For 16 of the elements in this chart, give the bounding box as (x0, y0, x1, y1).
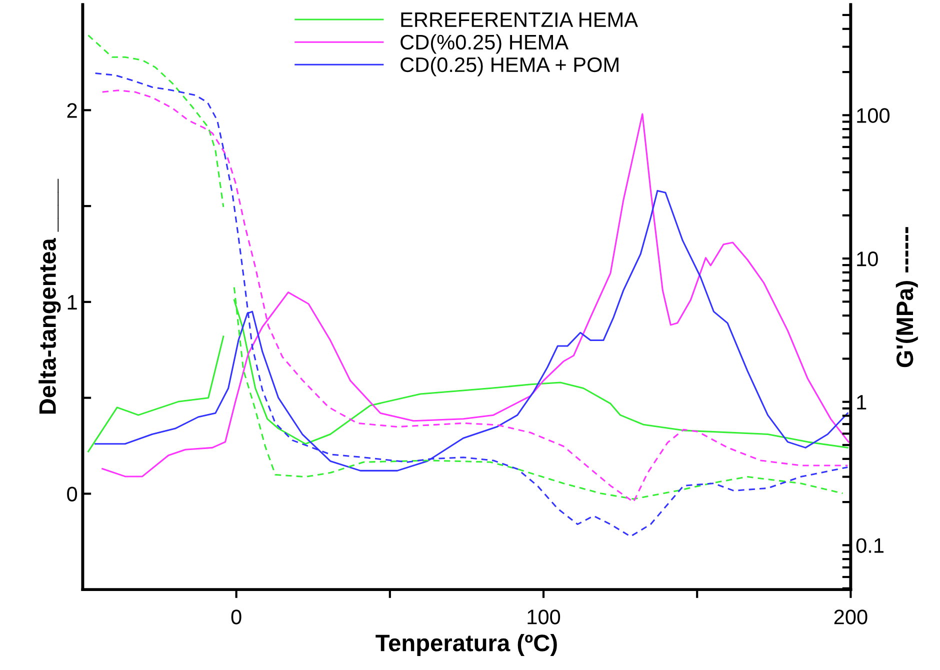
y2-axis-title: G'(MPa) ------ (896, 227, 918, 368)
y-axis-title: Delta-tangentea ____ (38, 178, 61, 414)
y-tick-label: 0 (67, 486, 78, 502)
y2-tick-label: 100 (857, 108, 890, 123)
legend-label: CD(0.25) HEMA + POM (400, 56, 618, 76)
y-tick-label: 1 (68, 295, 77, 310)
y2-tick-label: 10 (857, 252, 878, 266)
y-tick-label: 2 (67, 103, 77, 118)
y2-tick-label: 1 (857, 395, 866, 410)
x-tick-label: 0 (231, 610, 242, 624)
x-axis-title: Tenperatura (ºC) (376, 634, 557, 656)
legend-label: CD(%0.25) HEMA (400, 34, 569, 54)
x-tick-label: 100 (528, 610, 560, 624)
y2-tick-label: 0.1 (856, 538, 884, 553)
x-tick-label: 200 (834, 610, 868, 624)
legend-label: ERREFERENTZIA HEMA (401, 12, 638, 27)
